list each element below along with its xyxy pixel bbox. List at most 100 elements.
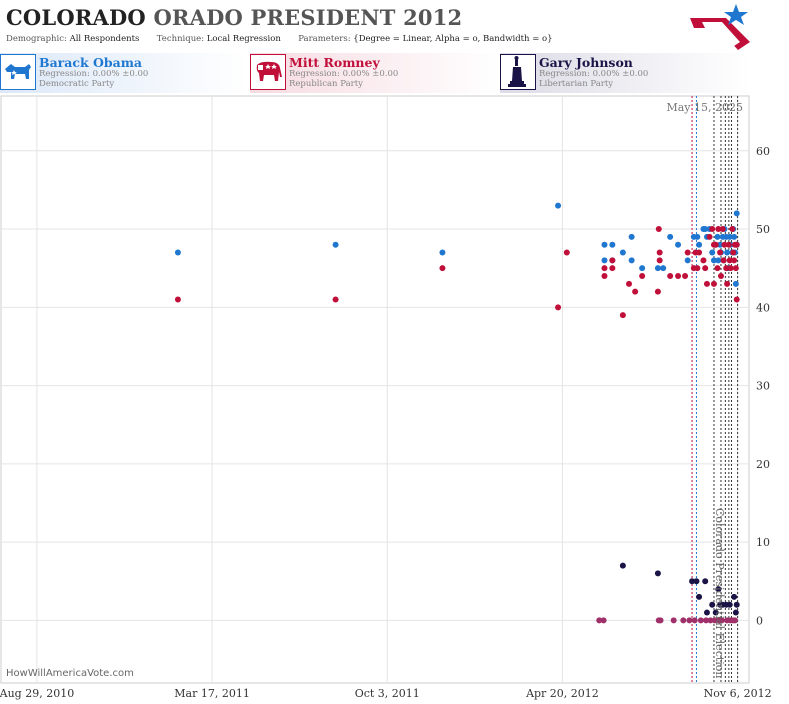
candidate-romney[interactable]: Mitt Romney Regression: 0.00% ±0.00 Repu… [250, 53, 498, 93]
data-point [684, 249, 691, 256]
data-point [726, 257, 733, 264]
data-point [639, 265, 646, 272]
data-point [717, 273, 724, 280]
data-point [733, 601, 740, 608]
data-point [721, 241, 728, 248]
data-point [693, 578, 700, 585]
data-point [654, 265, 661, 272]
data-points [174, 202, 740, 624]
data-point [174, 296, 181, 303]
data-point [703, 617, 710, 624]
data-point [711, 617, 718, 624]
data-point [727, 265, 734, 272]
y-tick-label: 10 [756, 536, 770, 549]
data-point [694, 233, 701, 240]
y-tick-label: 60 [756, 145, 770, 158]
candidate-party: Libertarian Party [539, 79, 614, 89]
date-stamp: May 15, 2025 [666, 101, 743, 114]
data-point [660, 265, 667, 272]
data-point [657, 617, 664, 624]
technique-label: Technique: [156, 34, 205, 44]
data-point [656, 249, 663, 256]
statue-of-liberty-icon [500, 54, 536, 90]
data-point [723, 265, 730, 272]
data-point [619, 562, 626, 569]
data-point [563, 249, 570, 256]
data-point [555, 304, 562, 311]
site-footer[interactable]: HowWillAmericaVote.com [6, 668, 134, 679]
data-point [691, 617, 698, 624]
data-point [694, 265, 701, 272]
title-state: COLORADO [6, 5, 146, 30]
data-point [719, 226, 726, 233]
data-point [733, 296, 740, 303]
data-point [732, 265, 739, 272]
data-point [710, 280, 717, 287]
data-point [714, 233, 721, 240]
data-point [731, 617, 738, 624]
data-point [715, 226, 722, 233]
demographic-label: Demographic: [6, 34, 67, 44]
data-point [696, 249, 703, 256]
candidate-party: Republican Party [289, 79, 363, 89]
data-point [696, 241, 703, 248]
donkey-icon [0, 54, 36, 90]
data-point [731, 233, 738, 240]
data-point [609, 257, 616, 264]
y-tick-label: 30 [756, 380, 770, 393]
plot-frame [0, 95, 750, 684]
data-point [729, 226, 736, 233]
data-point [654, 288, 661, 295]
data-point [675, 273, 682, 280]
data-point [682, 273, 689, 280]
data-point [439, 265, 446, 272]
data-point [717, 241, 724, 248]
data-point [710, 257, 717, 264]
data-point [702, 265, 709, 272]
election-label: Colorado Presidential Election [713, 508, 726, 679]
data-point [712, 241, 719, 248]
x-tick-label: Nov 6, 2012 [704, 687, 772, 700]
candidate-legend: Barack Obama Regression: 0.00% ±0.00 Dem… [0, 53, 749, 93]
data-point [732, 280, 739, 287]
data-point [702, 226, 709, 233]
candidate-johnson[interactable]: Gary Johnson Regression: 0.00% ±0.00 Lib… [500, 53, 749, 93]
data-point [689, 578, 696, 585]
site-logo-icon [690, 4, 750, 50]
demographic-value: All Respondents [69, 34, 140, 44]
candidate-name: Barack Obama [39, 55, 143, 70]
data-point [732, 609, 739, 616]
data-point [712, 609, 719, 616]
parameters-label: Parameters: [298, 34, 351, 44]
data-point [609, 241, 616, 248]
elephant-icon [250, 54, 286, 90]
data-point [706, 233, 713, 240]
data-point [703, 280, 710, 287]
data-point [707, 617, 714, 624]
data-point [709, 249, 716, 256]
data-point [332, 296, 339, 303]
data-point [654, 570, 661, 577]
data-point [697, 617, 704, 624]
data-point [724, 280, 731, 287]
data-point [726, 601, 733, 608]
data-point [655, 226, 662, 233]
data-point [680, 617, 687, 624]
data-point [596, 617, 603, 624]
data-point [733, 241, 740, 248]
x-tick-label: Apr 20, 2012 [525, 687, 599, 700]
data-point [639, 273, 646, 280]
data-point [667, 233, 674, 240]
data-point [696, 593, 703, 600]
candidate-obama[interactable]: Barack Obama Regression: 0.00% ±0.00 Dem… [0, 53, 248, 93]
data-point [731, 593, 738, 600]
data-point [600, 617, 607, 624]
data-point [609, 265, 616, 272]
data-point [601, 265, 608, 272]
data-point [555, 202, 562, 209]
data-point [332, 241, 339, 248]
event-lines [691, 96, 739, 683]
data-point [628, 233, 635, 240]
candidate-regression: Regression: 0.00% ±0.00 [539, 69, 649, 79]
